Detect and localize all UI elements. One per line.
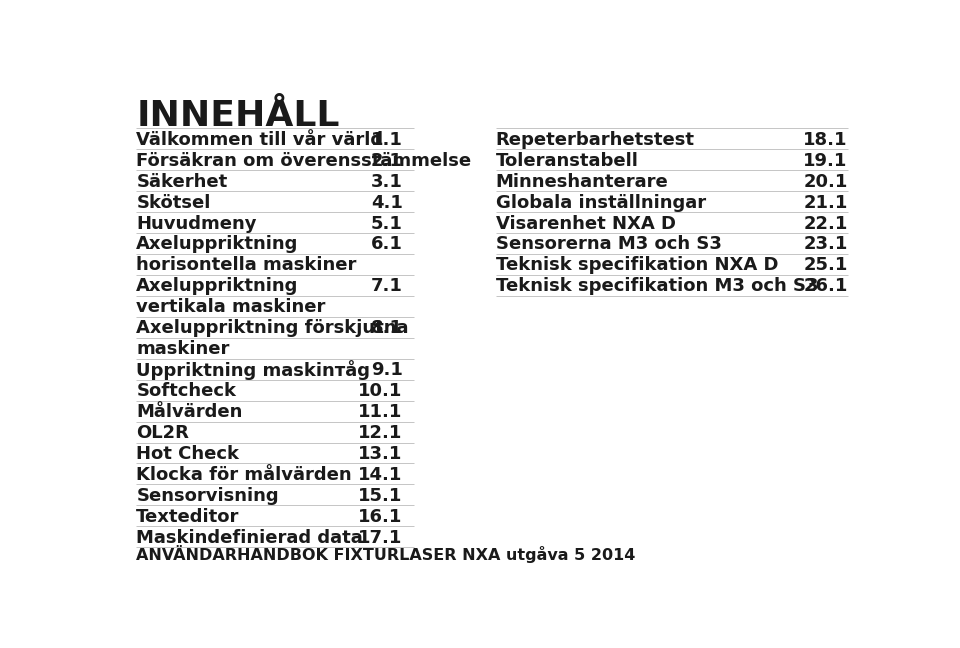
Text: Texteditor: Texteditor — [136, 508, 240, 526]
Text: 17.1: 17.1 — [358, 529, 403, 547]
Text: 3.1: 3.1 — [371, 172, 403, 191]
Text: 9.1: 9.1 — [371, 361, 403, 379]
Text: 19.1: 19.1 — [804, 152, 848, 170]
Text: Sensorvisning: Sensorvisning — [136, 487, 279, 505]
Text: Säkerhet: Säkerhet — [136, 172, 228, 191]
Text: Softcheck: Softcheck — [136, 382, 236, 400]
Text: 22.1: 22.1 — [804, 214, 848, 233]
Text: 1.1: 1.1 — [371, 131, 403, 148]
Text: Maskindefinierad data: Maskindefinierad data — [136, 529, 363, 547]
Text: Axeluppriktning: Axeluppriktning — [136, 277, 299, 295]
Text: Axeluppriktning förskjutna: Axeluppriktning förskjutna — [136, 319, 409, 338]
Text: 10.1: 10.1 — [358, 382, 403, 400]
Text: INNEHÅLL: INNEHÅLL — [136, 98, 340, 133]
Text: 11.1: 11.1 — [358, 403, 403, 421]
Text: 5.1: 5.1 — [371, 214, 403, 233]
Text: 12.1: 12.1 — [358, 424, 403, 442]
Text: Uppriktning maskinтåg: Uppriktning maskinтåg — [136, 360, 371, 380]
Text: ANVÄNDARHANDBOK FIXTURLASER NXA utgåva 5 2014: ANVÄNDARHANDBOK FIXTURLASER NXA utgåva 5… — [136, 545, 636, 562]
Text: 18.1: 18.1 — [804, 131, 848, 148]
Text: OL2R: OL2R — [136, 424, 189, 442]
Text: Minneshanterare: Minneshanterare — [495, 172, 668, 191]
Text: 21.1: 21.1 — [804, 194, 848, 211]
Text: Sensorerna M3 och S3: Sensorerna M3 och S3 — [495, 235, 722, 253]
Text: Huvudmeny: Huvudmeny — [136, 214, 257, 233]
Text: 4.1: 4.1 — [371, 194, 403, 211]
Text: Toleranstabell: Toleranstabell — [495, 152, 638, 170]
Text: Repeterbarhetstest: Repeterbarhetstest — [495, 131, 695, 148]
Text: horisontella maskiner: horisontella maskiner — [136, 257, 357, 275]
Text: 25.1: 25.1 — [804, 257, 848, 275]
Text: Skötsel: Skötsel — [136, 194, 211, 211]
Text: 26.1: 26.1 — [804, 277, 848, 295]
Text: Globala inställningar: Globala inställningar — [495, 194, 706, 211]
Text: 7.1: 7.1 — [371, 277, 403, 295]
Text: Försäkran om överensstämmelse: Försäkran om överensstämmelse — [136, 152, 471, 170]
Text: Visarenhet NXA D: Visarenhet NXA D — [495, 214, 676, 233]
Text: Klocka för målvärden: Klocka för målvärden — [136, 466, 352, 484]
Text: Målvärden: Målvärden — [136, 403, 243, 421]
Text: vertikala maskiner: vertikala maskiner — [136, 298, 325, 316]
Text: maskiner: maskiner — [136, 340, 229, 358]
Text: 2.1: 2.1 — [371, 152, 403, 170]
Text: Hot Check: Hot Check — [136, 445, 239, 463]
Text: 13.1: 13.1 — [358, 445, 403, 463]
Text: Välkommen till vår värld: Välkommen till vår värld — [136, 131, 383, 148]
Text: 15.1: 15.1 — [358, 487, 403, 505]
Text: Teknisk specifikation NXA D: Teknisk specifikation NXA D — [495, 257, 779, 275]
Text: 8.1: 8.1 — [371, 319, 403, 338]
Text: 20.1: 20.1 — [804, 172, 848, 191]
Text: 6.1: 6.1 — [371, 235, 403, 253]
Text: Axeluppriktning: Axeluppriktning — [136, 235, 299, 253]
Text: Teknisk specifikation M3 och S3: Teknisk specifikation M3 och S3 — [495, 277, 818, 295]
Text: 14.1: 14.1 — [358, 466, 403, 484]
Text: 23.1: 23.1 — [804, 235, 848, 253]
Text: 16.1: 16.1 — [358, 508, 403, 526]
